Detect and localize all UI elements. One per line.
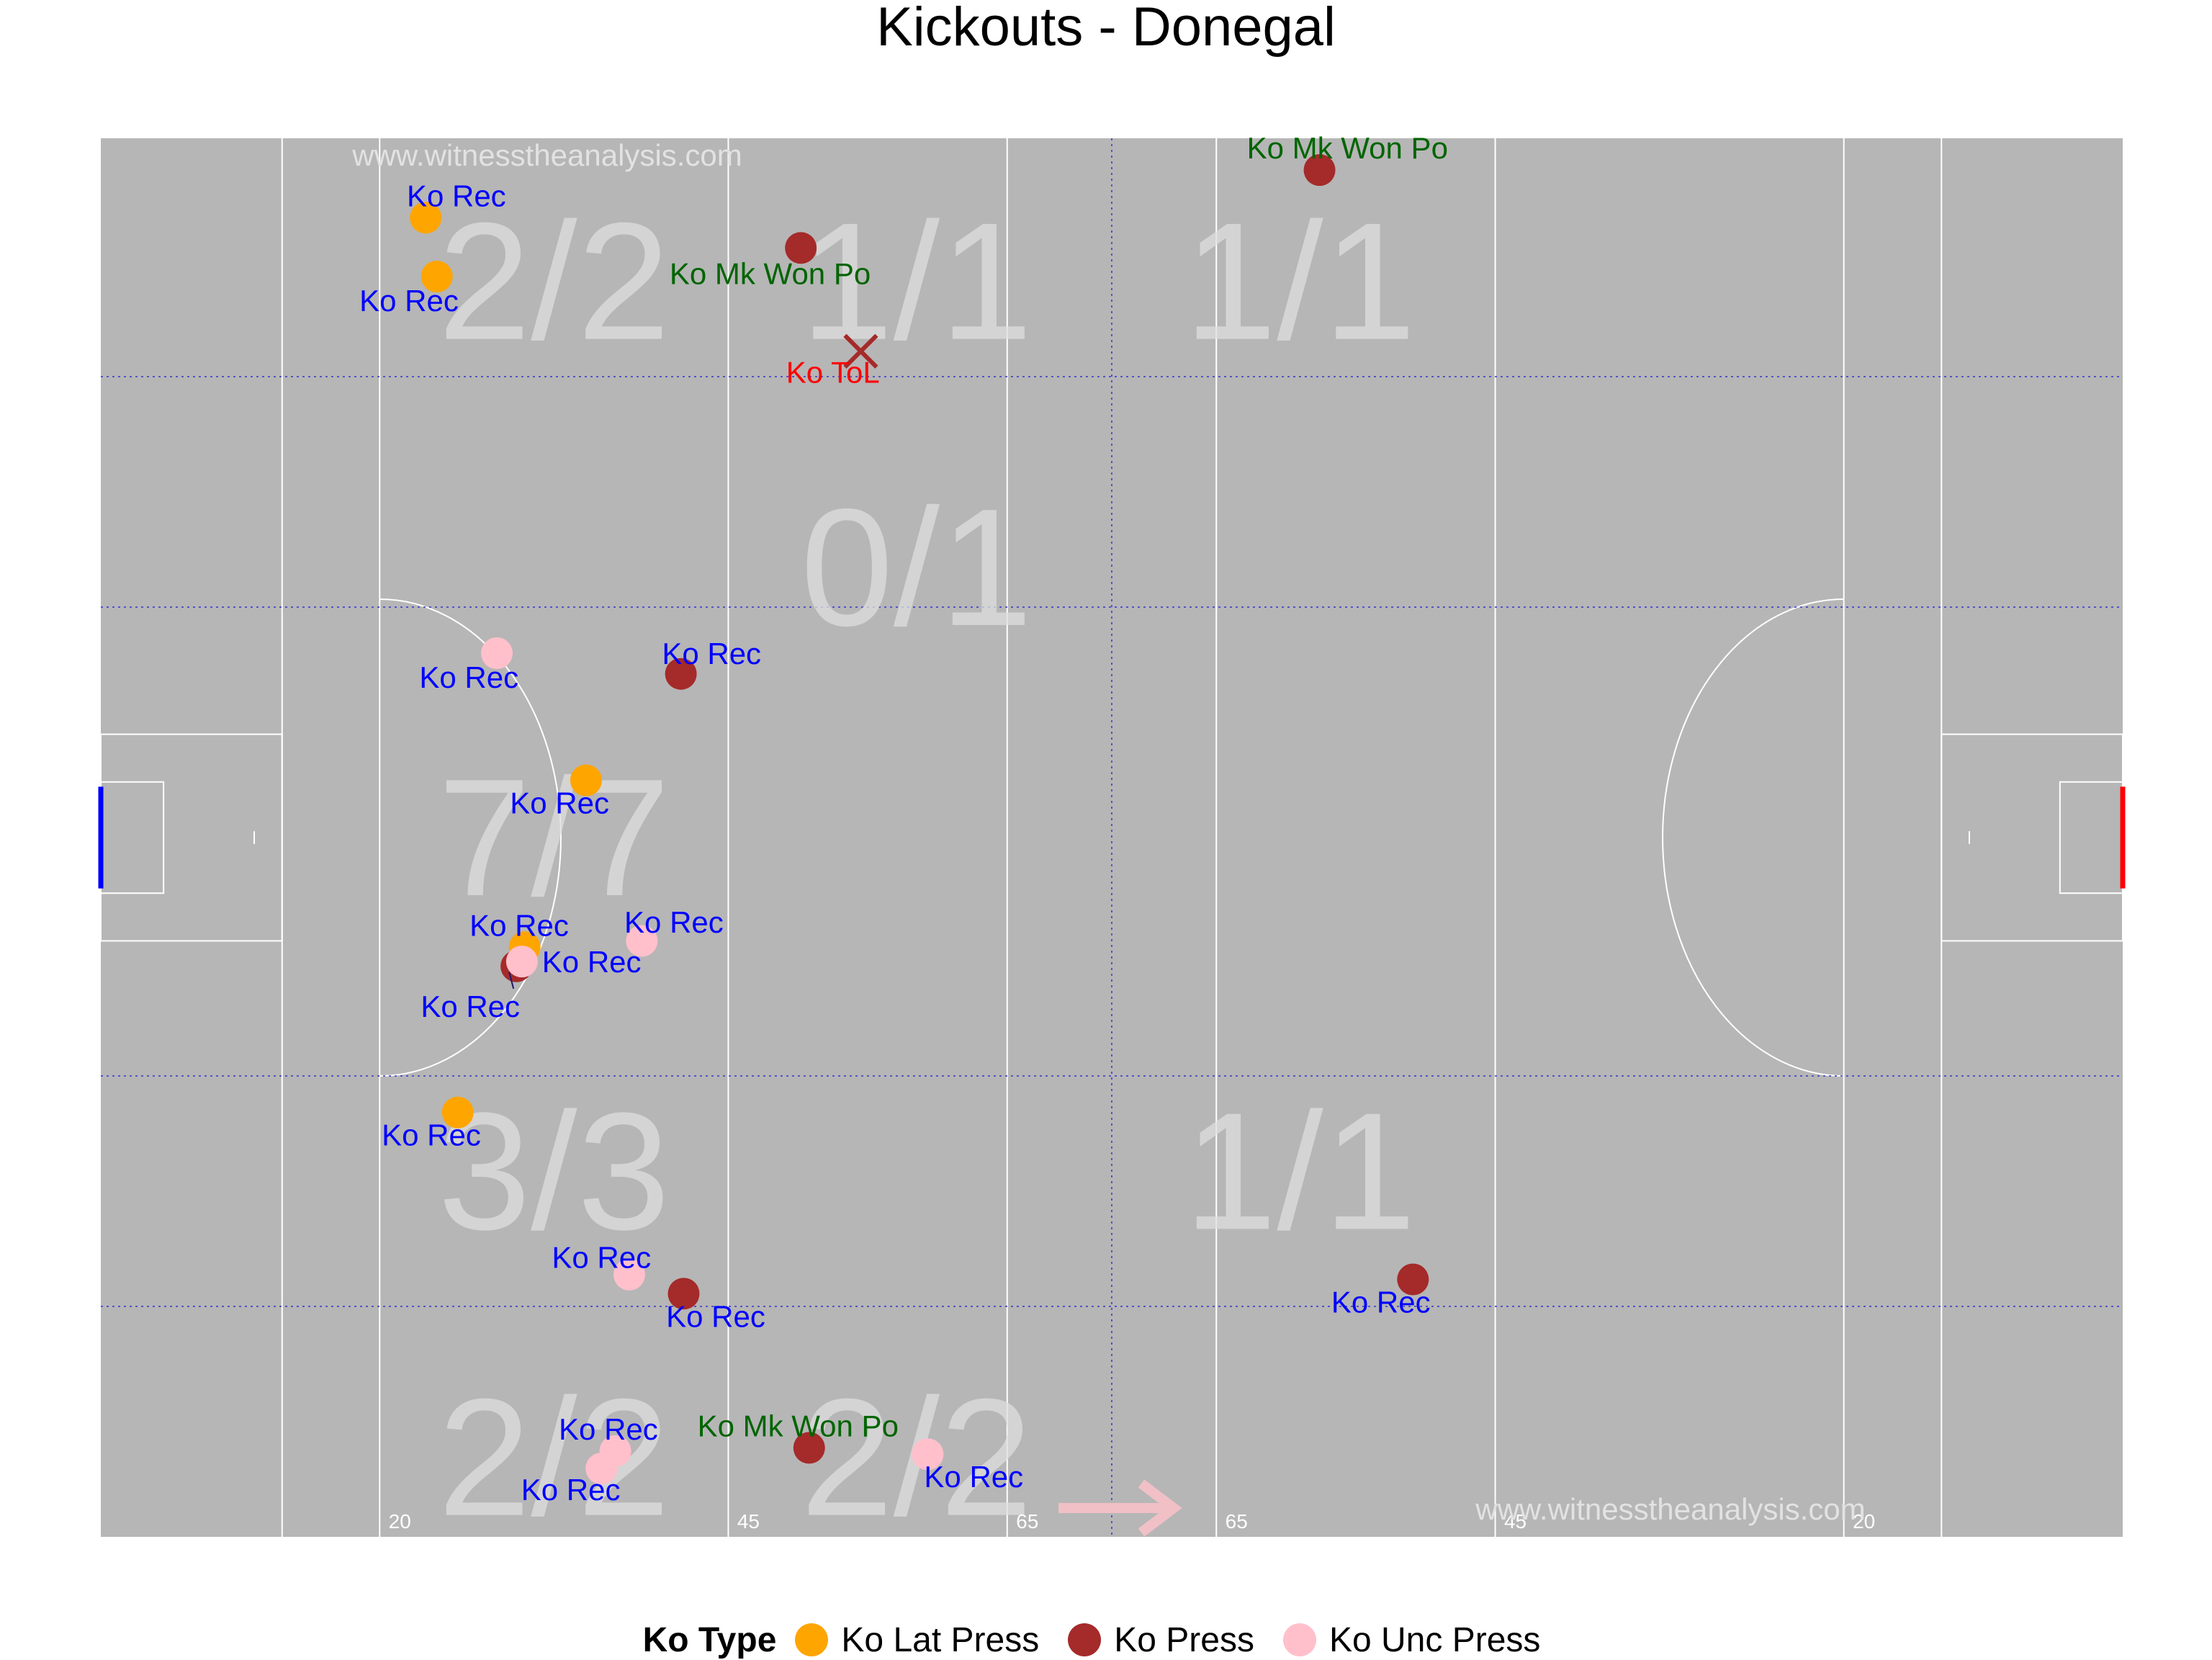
legend-item-lat-press: Ko Lat Press bbox=[795, 1620, 1039, 1660]
distance-marker: 45 bbox=[737, 1510, 760, 1533]
kickout-point bbox=[613, 1258, 645, 1291]
kickout-label: Ko Rec bbox=[559, 1412, 658, 1446]
kickout-label: Ko Rec bbox=[666, 1299, 765, 1333]
kickout-point bbox=[505, 946, 538, 978]
kickout-label: Ko Rec bbox=[421, 990, 520, 1023]
kickout-label: Ko Rec bbox=[662, 637, 761, 670]
distance-marker: 20 bbox=[1853, 1510, 1875, 1533]
legend-key-lat-press bbox=[795, 1623, 829, 1656]
zone-grid-lines bbox=[101, 138, 2123, 1537]
left-arc bbox=[379, 598, 562, 1077]
zone-count-labels: 2/2 1/1 1/10/17/73/3 1/12/2 2/2 bbox=[438, 189, 1416, 1551]
kickout-point bbox=[585, 1453, 618, 1485]
chart-title: Kickouts - Donegal bbox=[876, 0, 1336, 58]
zone-count: 2/2 bbox=[438, 1365, 670, 1551]
kickout-label: Ko Rec bbox=[521, 1473, 621, 1507]
right-arc bbox=[1662, 598, 1844, 1077]
zone-count: 1/1 bbox=[1184, 189, 1416, 375]
kickout-label: Ko Rec bbox=[359, 284, 459, 318]
direction-arrow bbox=[1058, 1479, 1182, 1537]
kickout-point bbox=[1397, 1263, 1429, 1296]
kickout-label: Ko Rec bbox=[552, 1241, 651, 1275]
distance-marker: 65 bbox=[1226, 1510, 1248, 1533]
kickout-label: Ko Rec bbox=[469, 908, 569, 942]
pitch-lines bbox=[98, 138, 2126, 1537]
kickout-label: Ko Rec bbox=[924, 1460, 1023, 1494]
zone-count: 2/2 bbox=[438, 189, 670, 375]
kickout-label: Ko Rec bbox=[407, 179, 506, 212]
zone-count: 3/3 bbox=[438, 1078, 670, 1265]
kickout-point bbox=[441, 1096, 474, 1129]
kickout-label: Ko Rec bbox=[419, 660, 518, 694]
distance-marker: 20 bbox=[389, 1510, 411, 1533]
kickout-point bbox=[785, 232, 817, 264]
kickout-point bbox=[421, 260, 453, 292]
legend-item-press: Ko Press bbox=[1068, 1620, 1254, 1660]
zone-count: 1/1 bbox=[801, 189, 1033, 375]
zone-count: 0/1 bbox=[801, 475, 1033, 661]
kickout-label: Ko Rec bbox=[542, 945, 642, 979]
watermark: www.witnesstheanalysis.com bbox=[351, 138, 742, 172]
kickout-point bbox=[793, 1432, 825, 1464]
kickout-label: Ko Mk Won Po bbox=[1247, 131, 1448, 165]
kickout-points bbox=[410, 154, 1429, 1485]
legend-title: Ko Type bbox=[642, 1620, 777, 1659]
kickout-point bbox=[912, 1438, 944, 1471]
point-tol-cross bbox=[843, 333, 878, 369]
kickout-point bbox=[667, 1278, 700, 1310]
kickout-label: Ko Rec bbox=[624, 905, 724, 939]
zone-count: 1/1 bbox=[1184, 1078, 1416, 1265]
distance-marker: 45 bbox=[1504, 1510, 1527, 1533]
kickout-label: Ko Rec bbox=[1331, 1285, 1431, 1319]
watermark: www.witnesstheanalysis.com bbox=[1475, 1492, 1866, 1526]
distance-markers: 20 45 65 65 45 20 bbox=[389, 1510, 1876, 1533]
legend-label-lat-press: Ko Lat Press bbox=[841, 1620, 1040, 1659]
legend-item-unc-press: Ko Unc Press bbox=[1282, 1620, 1541, 1660]
kickout-point bbox=[410, 202, 442, 234]
kickout-label: Ko Mk Won Po bbox=[670, 257, 871, 291]
kickout-point bbox=[665, 658, 697, 690]
watermarks: www.witnesstheanalysis.com www.witnessthe… bbox=[351, 138, 1866, 1526]
legend-label-press: Ko Press bbox=[1114, 1620, 1254, 1659]
label-leader bbox=[508, 972, 515, 990]
kickout-label: Ko ToL bbox=[786, 355, 880, 389]
legend-key-unc-press bbox=[1282, 1623, 1316, 1656]
kickout-label: Ko Rec bbox=[510, 786, 609, 820]
distance-marker: 65 bbox=[1016, 1510, 1038, 1533]
kickout-point bbox=[626, 925, 658, 957]
kickout-label: Ko Rec bbox=[382, 1118, 481, 1152]
legend-label-unc-press: Ko Unc Press bbox=[1328, 1620, 1541, 1659]
kickout-point bbox=[1303, 154, 1336, 187]
legend: Ko Type Ko Lat Press Ko Press Ko Unc Pre… bbox=[0, 1620, 2212, 1659]
kickout-point bbox=[480, 637, 513, 670]
kickout-point bbox=[570, 764, 602, 797]
kickout-label: Ko Mk Won Po bbox=[698, 1409, 899, 1443]
legend-key-press bbox=[1068, 1623, 1102, 1656]
zone-count: 7/7 bbox=[438, 745, 670, 931]
arrow-head bbox=[1138, 1479, 1182, 1537]
